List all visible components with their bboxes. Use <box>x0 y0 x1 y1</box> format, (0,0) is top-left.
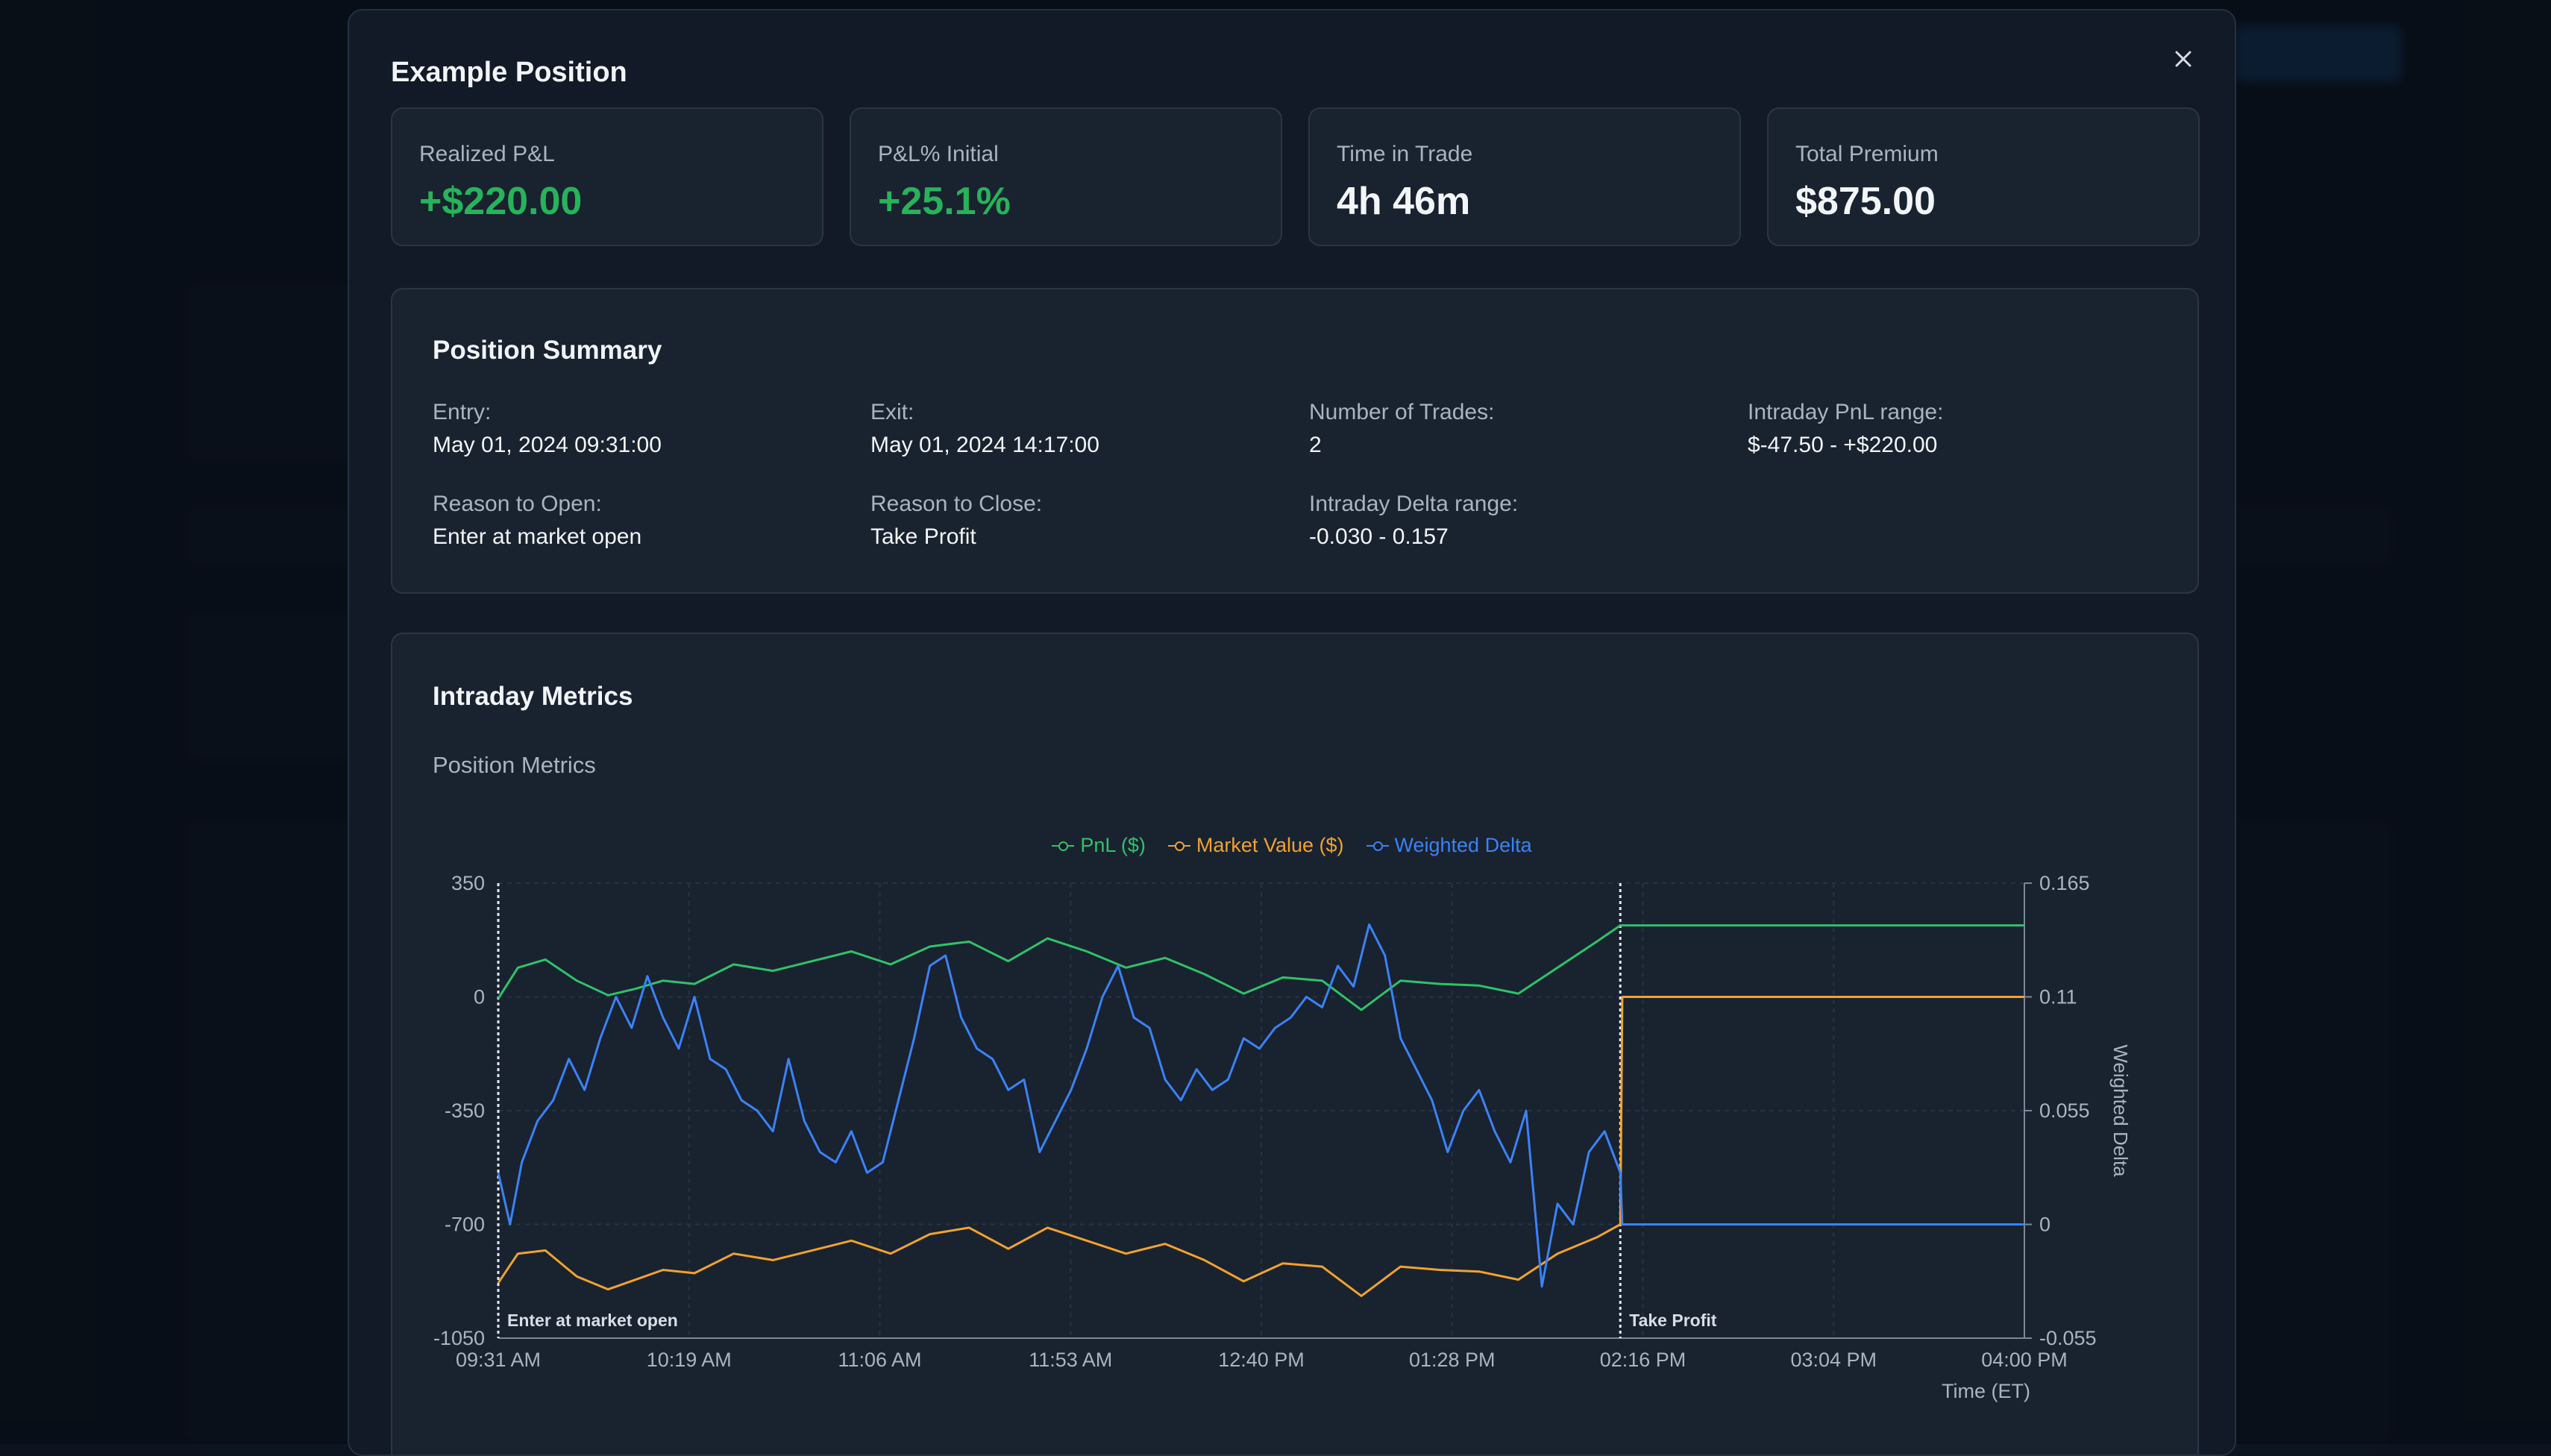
legend-swatch <box>1366 840 1389 852</box>
stat-value: +25.1% <box>878 180 1011 223</box>
chart-legend: PnL ($) Market Value ($) Weighted Delta <box>349 834 2235 857</box>
y-right-tick-label: 0 <box>2039 1214 2050 1236</box>
trades-value: 2 <box>1309 433 1322 457</box>
entry-value: May 01, 2024 09:31:00 <box>433 433 662 457</box>
legend-item-pnl[interactable]: PnL ($) <box>1052 834 1146 857</box>
pnl-range-value: $-47.50 - +$220.00 <box>1748 433 1938 457</box>
y-left-tick-label: 350 <box>451 872 485 894</box>
x-tick-label: 11:53 AM <box>1029 1349 1112 1371</box>
stat-label: Time in Trade <box>1337 142 1473 166</box>
stat-label: Total Premium <box>1795 142 1939 166</box>
annotation-label: Enter at market open <box>507 1311 678 1330</box>
trades-label: Number of Trades: <box>1309 400 1495 424</box>
position-summary-panel: Position Summary Entry: May 01, 2024 09:… <box>391 288 2199 594</box>
y-right-tick-label: 0.11 <box>2039 986 2077 1008</box>
reason-open-value: Enter at market open <box>433 524 642 549</box>
stat-label: P&L% Initial <box>878 142 999 166</box>
annotation-label: Take Profit <box>1629 1311 1716 1330</box>
y-right-tick-label: -0.055 <box>2039 1327 2097 1349</box>
y-right-tick-label: 0.055 <box>2039 1099 2090 1122</box>
exit-value: May 01, 2024 14:17:00 <box>870 433 1099 457</box>
y-left-tick-label: 0 <box>474 986 485 1008</box>
stat-value: +$220.00 <box>419 180 583 223</box>
position-modal: Example Position Realized P&L +$220.00 P… <box>348 9 2236 1456</box>
x-tick-label: 04:00 PM <box>1981 1349 2068 1371</box>
x-tick-label: 12:40 PM <box>1218 1349 1305 1371</box>
legend-swatch <box>1052 840 1075 852</box>
series-line-delta <box>497 923 2024 1288</box>
delta-range-label: Intraday Delta range: <box>1309 492 1519 516</box>
reason-close-value: Take Profit <box>870 524 976 549</box>
intraday-metrics-title: Intraday Metrics <box>433 682 633 711</box>
series-line-market-value <box>497 996 2024 1297</box>
close-icon <box>2175 51 2191 67</box>
x-axis-label: Time (ET) <box>1942 1380 2030 1402</box>
y-right-tick-label: 0.165 <box>2039 872 2090 894</box>
pnl-range-label: Intraday PnL range: <box>1748 400 1944 424</box>
y-right-axis-label: Weighted Delta <box>2109 1044 2132 1177</box>
entry-label: Entry: <box>433 400 492 424</box>
stat-value: 4h 46m <box>1337 180 1471 223</box>
y-left-tick-label: -1050 <box>433 1327 485 1349</box>
reason-close-label: Reason to Close: <box>870 492 1043 516</box>
stat-card-time-in-trade: Time in Trade 4h 46m <box>1308 107 1741 246</box>
stat-label: Realized P&L <box>419 142 555 166</box>
stat-card-pnl-initial: P&L% Initial +25.1% <box>850 107 1282 246</box>
legend-swatch <box>1167 840 1190 852</box>
x-tick-label: 01:28 PM <box>1409 1349 1496 1371</box>
position-summary-title: Position Summary <box>433 336 662 365</box>
legend-item-weighted-delta[interactable]: Weighted Delta <box>1366 834 1532 857</box>
x-tick-label: 03:04 PM <box>1790 1349 1877 1371</box>
x-tick-label: 11:06 AM <box>838 1349 921 1371</box>
stat-card-total-premium: Total Premium $875.00 <box>1767 107 2200 246</box>
reason-open-label: Reason to Open: <box>433 492 602 516</box>
legend-label: PnL ($) <box>1080 834 1146 856</box>
exit-label: Exit: <box>870 400 914 424</box>
x-tick-label: 02:16 PM <box>1600 1349 1686 1371</box>
y-left-tick-label: -700 <box>445 1214 485 1236</box>
stat-card-realized-pnl: Realized P&L +$220.00 <box>391 107 823 246</box>
intraday-metrics-panel: Intraday Metrics Position Metrics <box>391 633 2199 1455</box>
legend-label: Weighted Delta <box>1394 834 1532 856</box>
delta-range-value: -0.030 - 0.157 <box>1309 524 1449 549</box>
position-metrics-subtitle: Position Metrics <box>433 752 596 778</box>
y-left-tick-label: -350 <box>445 1099 485 1122</box>
stat-value: $875.00 <box>1795 180 1936 223</box>
modal-title: Example Position <box>391 57 627 88</box>
x-tick-label: 10:19 AM <box>647 1349 732 1371</box>
legend-item-market-value[interactable]: Market Value ($) <box>1167 834 1344 857</box>
close-button[interactable] <box>2165 40 2202 78</box>
x-tick-label: 09:31 AM <box>456 1349 541 1371</box>
position-metrics-chart: 09:31 AM 10:19 AM 11:06 AM 11:53 AM 12:40 PM… <box>433 872 2132 1402</box>
legend-label: Market Value ($) <box>1196 834 1344 856</box>
